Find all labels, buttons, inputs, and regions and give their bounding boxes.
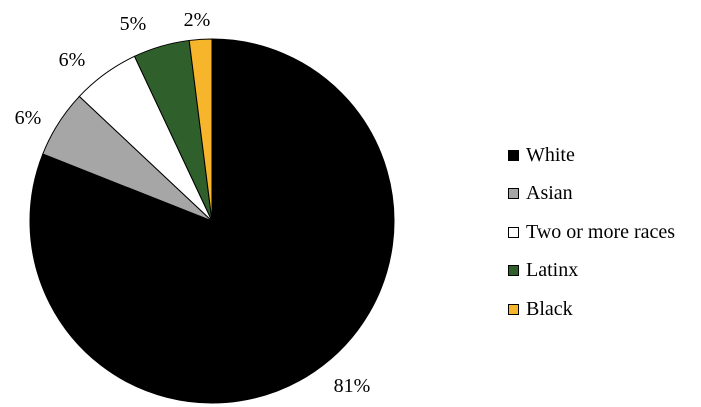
pie-slice-white: [29, 38, 395, 404]
pie-slice-black: [188, 38, 213, 222]
pie-labels: 81% 6% 6% 5% 2%: [15, 9, 371, 397]
legend-swatch-latinx: [508, 265, 519, 277]
pie-label-latinx: 5%: [120, 13, 147, 35]
legend-label-white: White: [526, 143, 575, 166]
legend-item-black: Black: [508, 290, 675, 329]
pie-slices: [29, 38, 395, 404]
legend-item-two-or-more-races: Two or more races: [508, 213, 675, 252]
legend-swatch-black: [508, 303, 519, 315]
legend-label-black: Black: [526, 297, 573, 320]
legend-label-latinx: Latinx: [526, 259, 579, 282]
legend-item-asian: Asian: [508, 175, 675, 214]
legend-label-asian: Asian: [526, 182, 573, 205]
legend-item-latinx: Latinx: [508, 252, 675, 291]
legend-swatch-two-or-more-races: [508, 226, 519, 238]
pie-label-white: 81%: [334, 375, 371, 397]
legend: White Asian Two or more races Latinx Bla…: [508, 136, 675, 329]
legend-label-two-or-more-races: Two or more races: [526, 220, 676, 243]
pie-label-asian: 6%: [15, 107, 42, 129]
legend-swatch-white: [508, 149, 519, 161]
legend-swatch-asian: [508, 188, 519, 200]
legend-item-white: White: [508, 136, 675, 175]
pie-label-two-or-more-races: 6%: [59, 49, 86, 71]
pie-label-black: 2%: [184, 9, 211, 31]
